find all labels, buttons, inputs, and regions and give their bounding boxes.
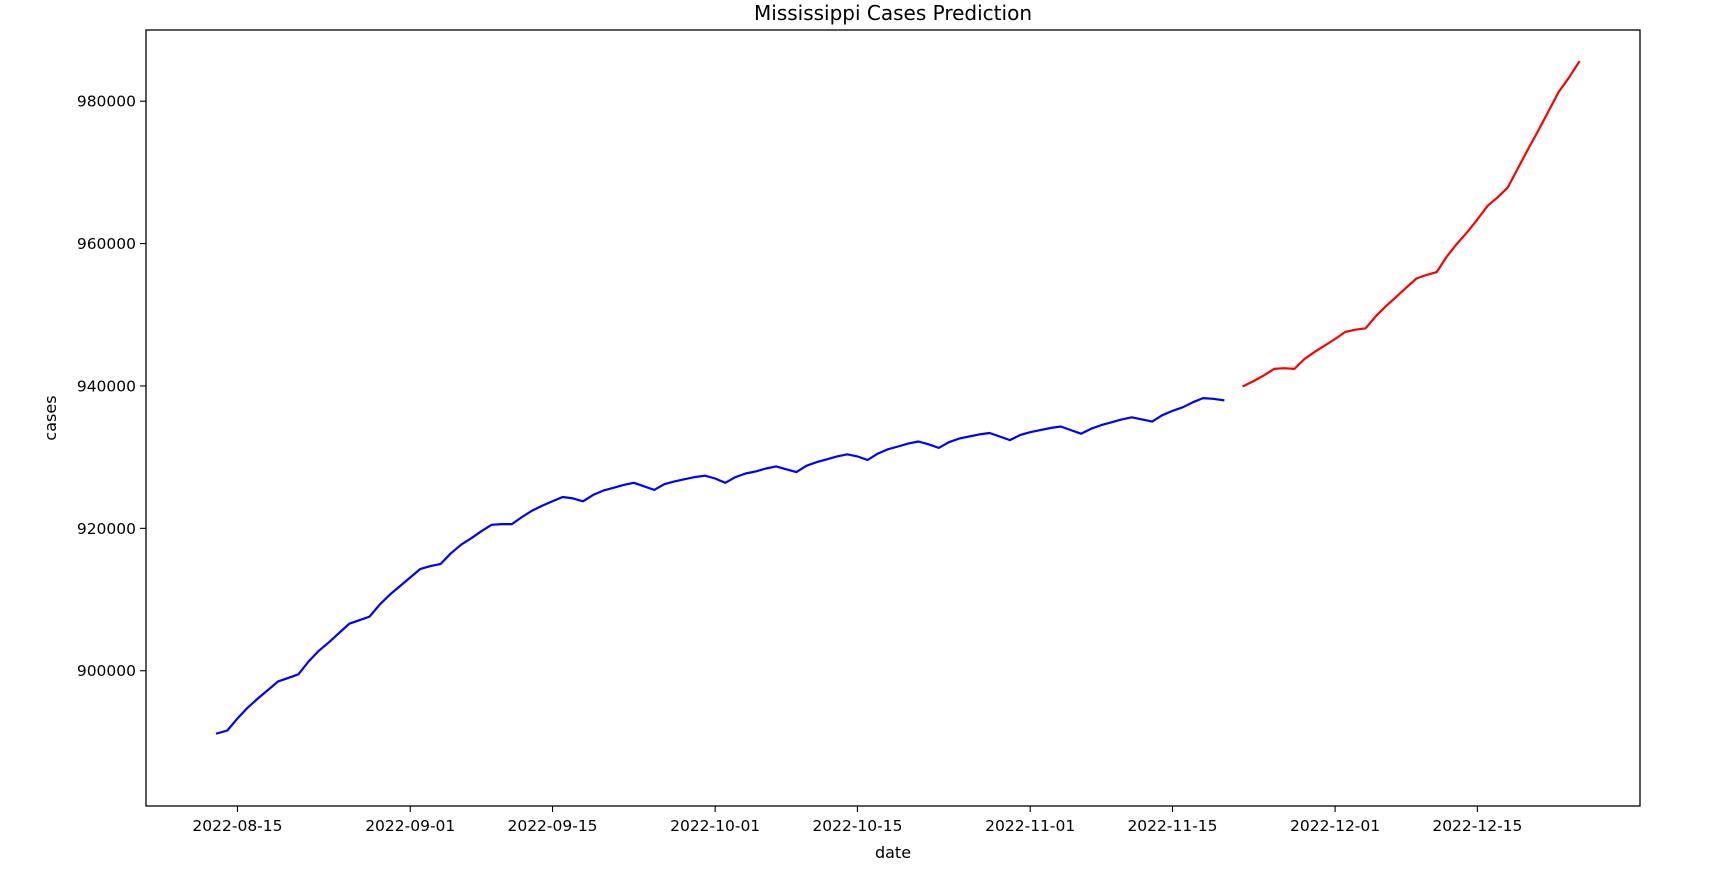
x-axis-label: date xyxy=(875,843,911,862)
x-tick-label: 2022-12-01 xyxy=(1290,817,1380,835)
x-tick-label: 2022-12-15 xyxy=(1432,817,1522,835)
x-tick-label: 2022-08-15 xyxy=(192,817,282,835)
series-line-1 xyxy=(215,397,1225,735)
x-tick-label: 2022-10-15 xyxy=(812,817,902,835)
y-tick-label: 980000 xyxy=(77,93,136,111)
x-tick-label: 2022-11-15 xyxy=(1127,817,1217,835)
y-axis-label: cases xyxy=(41,395,60,440)
y-axis: 900000 920000 940000 960000 980000 xyxy=(77,93,146,680)
plot-area xyxy=(145,29,1641,807)
x-tick-label: 2022-10-01 xyxy=(670,817,760,835)
x-axis: 2022-08-15 2022-09-01 2022-09-15 2022-10-01… xyxy=(192,806,1522,835)
x-tick-label: 2022-11-01 xyxy=(985,817,1075,835)
chart-title: Mississippi Cases Prediction xyxy=(754,1,1032,25)
series-lines xyxy=(215,60,1581,735)
x-tick-label: 2022-09-15 xyxy=(507,817,597,835)
y-tick-label: 900000 xyxy=(77,662,136,680)
y-tick-label: 940000 xyxy=(77,377,136,395)
y-tick-label: 960000 xyxy=(77,235,136,253)
series-line-2 xyxy=(1242,60,1581,388)
y-tick-label: 920000 xyxy=(77,520,136,538)
x-tick-label: 2022-09-01 xyxy=(365,817,455,835)
